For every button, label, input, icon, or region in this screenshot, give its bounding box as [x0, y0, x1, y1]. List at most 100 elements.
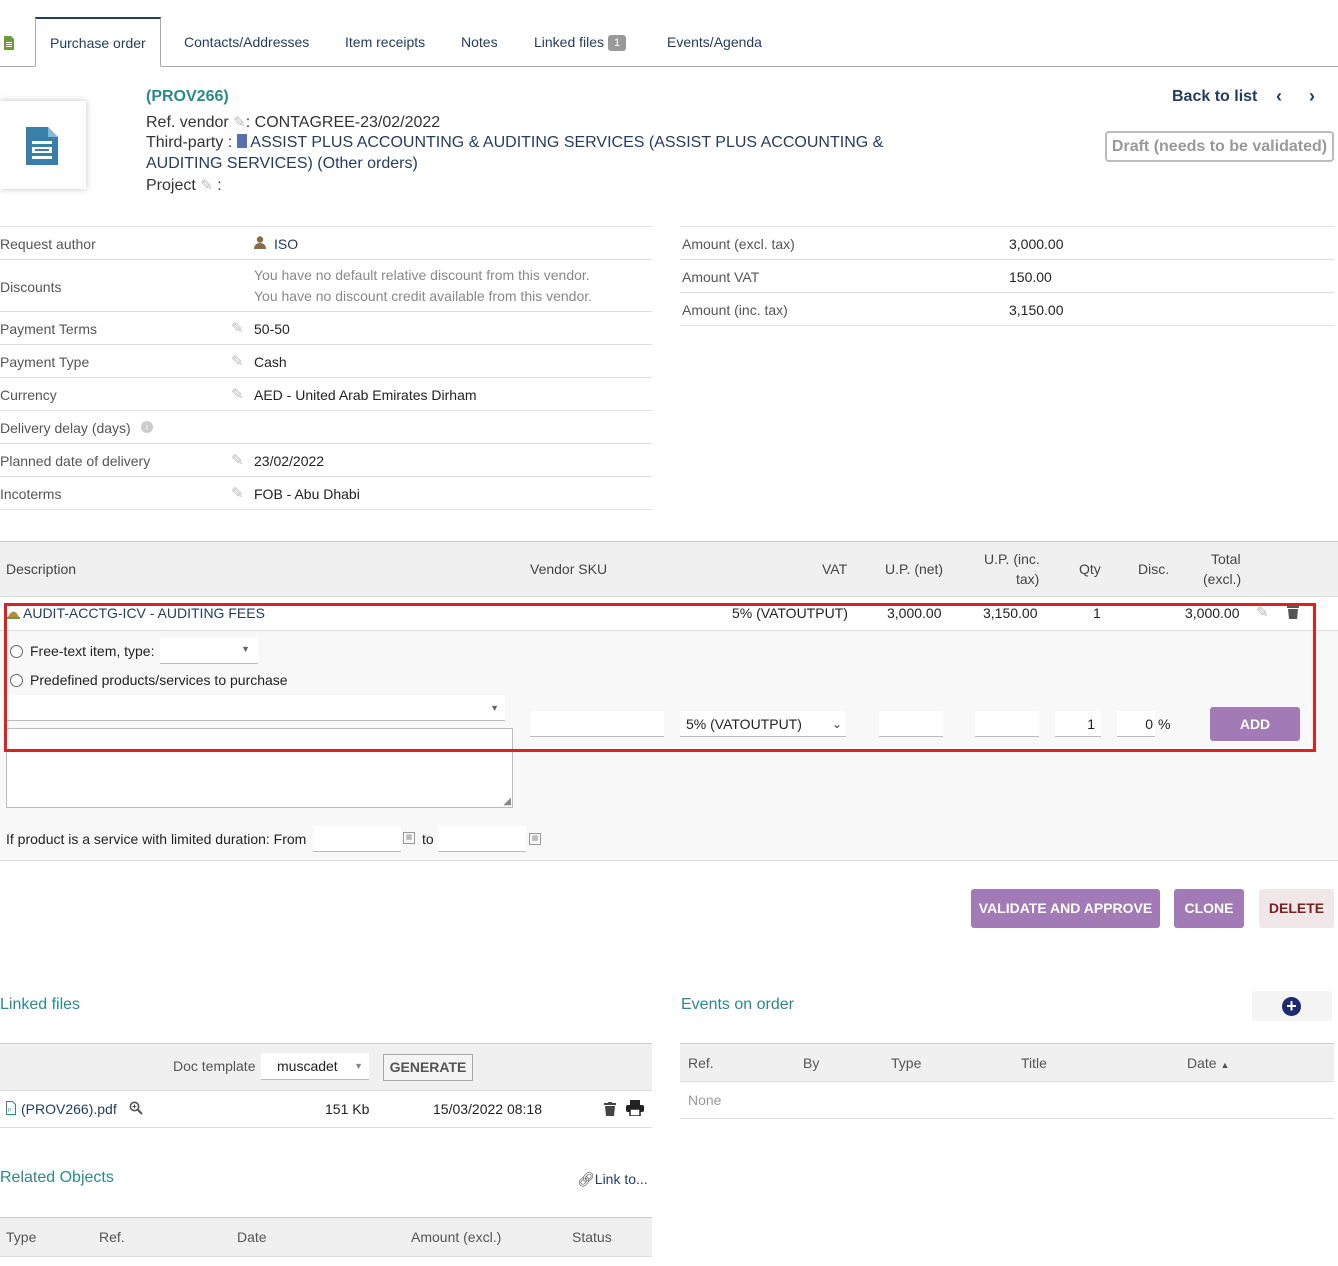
amount-value: 150.00 — [1009, 269, 1052, 285]
request-author-link[interactable]: ISO — [274, 236, 299, 252]
tab-label: Contacts/Addresses — [184, 34, 310, 50]
clone-button[interactable]: CLONE — [1174, 889, 1244, 928]
field-label: Payment Type — [0, 354, 90, 370]
delete-button[interactable]: DELETE — [1259, 889, 1334, 928]
tab-bar: Purchase order Contacts/Addresses Item r… — [0, 17, 1338, 67]
edit-pencil-icon[interactable]: ✎ — [1256, 604, 1269, 621]
vat-select[interactable]: 5% (VATOUTPUT) ⌄ — [680, 711, 846, 737]
ref-vendor-line: Ref. vendor ✎: CONTAGREE-23/02/2022 — [146, 113, 440, 132]
qty-value: 1 — [1087, 716, 1095, 732]
up-inc-input[interactable] — [975, 711, 1039, 737]
doc-template-label: Doc template — [173, 1058, 256, 1074]
chevron-down-icon: ⌄ — [831, 717, 842, 731]
dropdown-arrow-icon: ▼ — [354, 1061, 363, 1071]
print-icon[interactable] — [626, 1100, 644, 1119]
field-label: Request author — [0, 236, 96, 252]
tab-notes[interactable]: Notes — [447, 17, 512, 67]
doc-template-select[interactable]: muscadet ▼ — [261, 1053, 369, 1080]
order-ref: (PROV266) — [146, 88, 229, 105]
amount-row-excl: Amount (excl. tax) 3,000.00 — [680, 227, 1334, 260]
sort-asc-icon: ▲ — [1220, 1060, 1230, 1070]
edit-pencil-icon[interactable]: ✎ — [231, 353, 244, 370]
generate-button[interactable]: GENERATE — [383, 1054, 473, 1081]
lines-table-header: Description Vendor SKU VAT U.P. (net) U.… — [0, 541, 1338, 597]
date-end-input[interactable] — [438, 826, 526, 852]
plus-circle-icon: + — [1282, 997, 1301, 1016]
edit-pencil-icon[interactable]: ✎ — [231, 485, 244, 502]
other-orders-link[interactable]: (Other orders) — [317, 155, 418, 172]
col-up-inc-2: tax) — [1016, 571, 1040, 587]
qty-input[interactable]: 1 — [1055, 711, 1101, 737]
free-text-type-select[interactable]: ▼ — [160, 638, 258, 664]
field-row-currency: Currency ✎ AED - United Arab Emirates Di… — [0, 378, 652, 411]
field-value: 23/02/2022 — [254, 453, 325, 469]
service-icon — [7, 606, 20, 622]
trash-icon[interactable] — [1287, 605, 1299, 622]
field-label: Delivery delay (days) — [0, 420, 131, 436]
chevron-left-icon[interactable]: ‹ — [1276, 86, 1282, 106]
to-label: to — [422, 831, 434, 847]
link-to-label: Link to... — [594, 1171, 648, 1187]
third-party-link[interactable]: ASSIST PLUS ACCOUNTING & AUDITING SERVIC… — [250, 134, 884, 151]
up-net-input[interactable] — [879, 711, 943, 737]
field-value: Cash — [254, 354, 287, 370]
predefined-radio[interactable] — [10, 674, 23, 687]
add-line-button[interactable]: ADD — [1210, 707, 1300, 741]
edit-pencil-icon[interactable]: ✎ — [231, 320, 244, 337]
field-row-planned-date: Planned date of delivery ✎ 23/02/2022 — [0, 444, 652, 477]
third-party-link-cont[interactable]: AUDITING SERVICES) — [146, 155, 313, 172]
col-date[interactable]: Date ▲ — [1187, 1055, 1229, 1071]
amount-label: Amount (excl. tax) — [682, 236, 795, 252]
amount-value: 3,150.00 — [1009, 302, 1064, 318]
tab-linked-files[interactable]: Linked files 1 — [520, 17, 640, 67]
vendor-sku-input[interactable] — [530, 711, 664, 737]
field-value: FOB - Abu Dhabi — [254, 486, 360, 502]
col-date: Date — [237, 1229, 267, 1245]
tab-item-receipts[interactable]: Item receipts — [331, 17, 439, 67]
date-start-input[interactable] — [313, 826, 401, 852]
list-item: P (PROV266).pdf 151 Kb 15/03/2022 08:18 — [0, 1091, 652, 1128]
tab-contacts-addresses[interactable]: Contacts/Addresses — [170, 17, 323, 67]
link-to-button[interactable]: 🔗︎Link to... — [577, 1171, 648, 1188]
ref-vendor-label: Ref. vendor — [146, 114, 229, 131]
line-qty: 1 — [1093, 605, 1101, 621]
events-title: Events on order — [681, 996, 794, 1013]
col-type: Type — [891, 1055, 922, 1071]
line-product-link[interactable]: AUDIT-ACCTG-ICV - AUDITING FEES — [23, 605, 265, 621]
field-row-delivery-delay: Delivery delay (days) i — [0, 411, 652, 444]
validate-approve-button[interactable]: VALIDATE AND APPROVE — [971, 889, 1160, 928]
col-ref: Ref. — [688, 1055, 714, 1071]
svg-text:P: P — [8, 1108, 12, 1114]
field-row-request-author: Request author ISO — [0, 227, 652, 260]
col-amount: Amount (excl.) — [411, 1229, 502, 1245]
back-to-list-link[interactable]: Back to list — [1172, 88, 1258, 105]
discount-input[interactable]: 0 — [1117, 711, 1155, 737]
calendar-icon[interactable]: ▦ — [529, 833, 541, 845]
chevron-right-icon[interactable]: › — [1309, 86, 1315, 106]
edit-pencil-icon[interactable]: ✎ — [233, 114, 246, 131]
edit-pencil-icon[interactable]: ✎ — [231, 452, 244, 469]
field-row-payment-type: Payment Type ✎ Cash — [0, 345, 652, 378]
third-party-line: Third-party : ASSIST PLUS ACCOUNTING & A… — [146, 134, 883, 152]
product-select[interactable]: ▼ — [6, 695, 505, 721]
description-textarea[interactable]: ◢ — [6, 728, 513, 808]
file-link[interactable]: (PROV266).pdf — [21, 1101, 117, 1117]
preview-icon[interactable] — [129, 1101, 143, 1118]
order-document-icon — [26, 127, 58, 165]
trash-icon[interactable] — [604, 1102, 616, 1119]
add-event-button[interactable]: + — [1252, 991, 1332, 1021]
service-duration-label: If product is a service with limited dur… — [6, 831, 307, 847]
resize-handle-icon[interactable]: ◢ — [503, 796, 511, 807]
tab-purchase-order[interactable]: Purchase order — [35, 17, 161, 67]
tab-events-agenda[interactable]: Events/Agenda — [653, 17, 776, 67]
doc-generation-bar: Doc template muscadet ▼ GENERATE — [0, 1043, 652, 1091]
project-line: Project ✎ : — [146, 176, 222, 195]
edit-pencil-icon[interactable]: ✎ — [231, 386, 244, 403]
field-label: Discounts — [0, 279, 62, 295]
amount-row-inc: Amount (inc. tax) 3,150.00 — [680, 293, 1334, 326]
edit-pencil-icon[interactable]: ✎ — [200, 177, 213, 194]
free-text-radio[interactable] — [10, 645, 23, 658]
field-label: Payment Terms — [0, 321, 97, 337]
events-empty-text: None — [688, 1092, 722, 1108]
calendar-icon[interactable]: ▦ — [403, 832, 415, 844]
